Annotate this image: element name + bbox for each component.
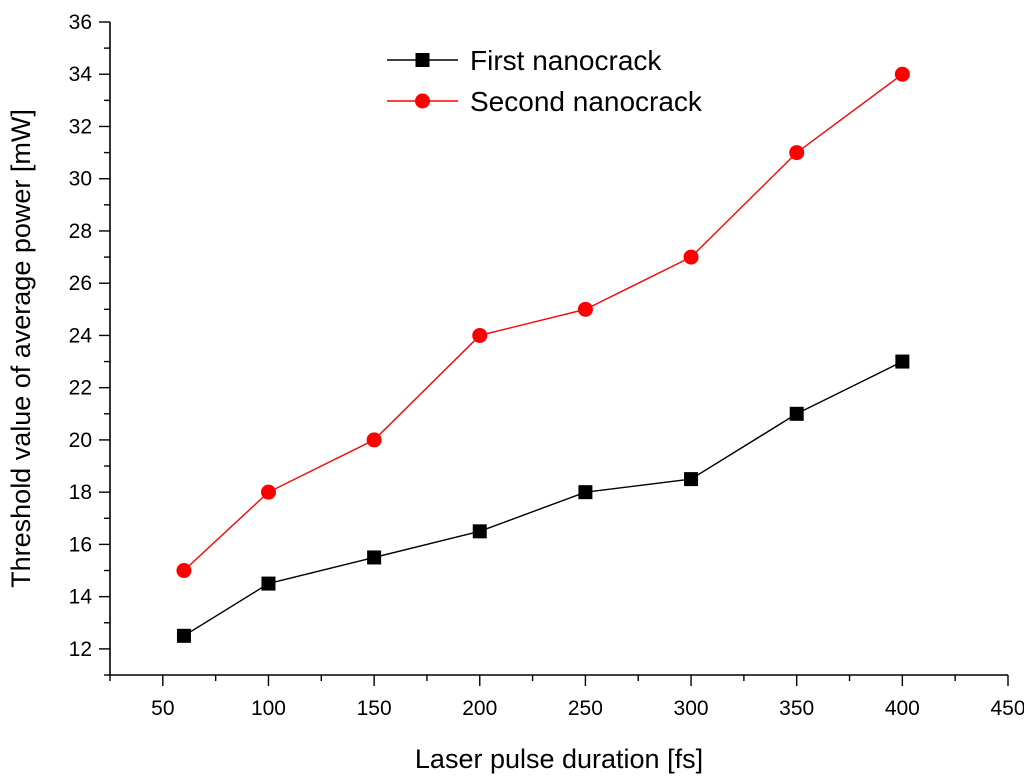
series-layer <box>176 66 910 643</box>
y-tick-label: 36 <box>69 11 92 34</box>
y-tick-label: 18 <box>69 481 92 504</box>
data-point-circle <box>176 563 192 579</box>
series-line <box>183 73 903 572</box>
legend-label: First nanocrack <box>470 45 662 76</box>
x-tick-label: 450 <box>990 697 1024 720</box>
y-tick-label: 30 <box>69 168 92 191</box>
y-tick-label: 28 <box>69 220 92 243</box>
legend-marker-square <box>415 53 430 67</box>
data-point-circle <box>894 66 910 82</box>
y-tick-label: 12 <box>69 638 92 661</box>
series-line <box>183 360 903 637</box>
data-point-square <box>789 406 804 421</box>
legend-label: Second nanocrack <box>470 86 703 117</box>
y-tick-label: 32 <box>69 115 92 138</box>
x-tick-label: 350 <box>779 697 814 720</box>
y-tick-label: 20 <box>69 429 92 452</box>
axes: 50 100 150 200 250 300 350 400 450 12 14 16 18 20 22 24… <box>69 11 1024 720</box>
data-point-square <box>472 524 487 539</box>
data-point-circle <box>683 249 699 265</box>
y-tick-label: 16 <box>69 533 92 556</box>
x-tick-label: 250 <box>568 697 603 720</box>
data-point-square <box>176 628 191 643</box>
y-tick-label: 24 <box>69 324 93 347</box>
data-point-circle <box>577 301 593 317</box>
x-tick-label: 100 <box>251 697 286 720</box>
x-tick-label: 300 <box>674 697 709 720</box>
x-tick-label: 200 <box>462 697 497 720</box>
x-tick-label: 50 <box>151 697 174 720</box>
series-2 <box>176 66 910 579</box>
data-point-square <box>261 576 276 591</box>
y-tick-label: 26 <box>69 272 92 295</box>
data-point-circle <box>260 484 276 500</box>
data-point-circle <box>366 432 382 448</box>
x-tick-label: 150 <box>357 697 392 720</box>
data-point-square <box>367 550 382 565</box>
y-tick-label: 22 <box>69 377 92 400</box>
y-tick-label: 14 <box>69 586 93 609</box>
legend-item-2: Second nanocrack <box>387 86 703 117</box>
data-point-square <box>684 472 699 487</box>
x-tick-label: 400 <box>885 697 920 720</box>
series-1 <box>176 354 910 643</box>
data-point-square <box>578 485 593 500</box>
legend: First nanocrack Second nanocrack <box>387 45 703 117</box>
data-point-circle <box>789 145 805 161</box>
data-point-circle <box>472 327 488 343</box>
y-tick-label: 34 <box>69 63 93 86</box>
y-axis-title: Threshold value of average power [mW] <box>6 109 36 588</box>
legend-item-1: First nanocrack <box>387 45 662 76</box>
legend-marker-circle <box>415 93 430 109</box>
data-point-square <box>895 354 910 369</box>
x-axis-title: Laser pulse duration [fs] <box>415 744 703 774</box>
